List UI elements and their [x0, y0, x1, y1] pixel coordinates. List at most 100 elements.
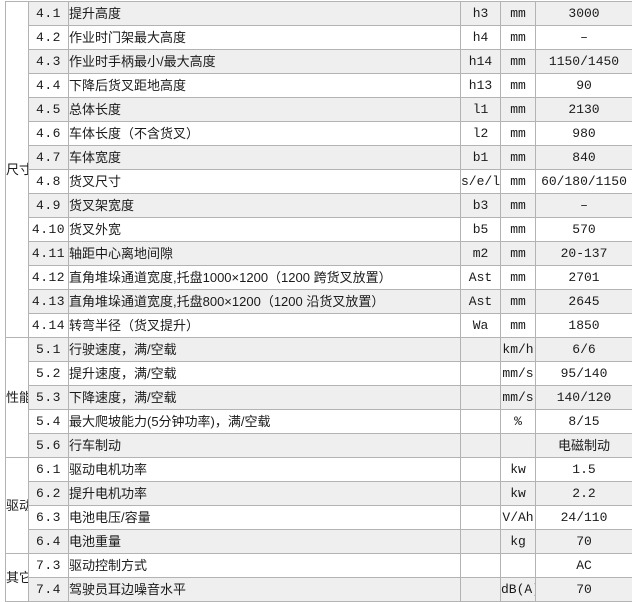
parameter-unit: mm: [500, 313, 536, 338]
row-index: 4.12: [28, 265, 69, 290]
row-index: 4.14: [28, 313, 69, 338]
parameter-name: 驾驶员耳边噪音水平: [68, 577, 461, 602]
parameter-unit: kw: [500, 457, 536, 482]
parameter-name: 电池电压/容量: [68, 505, 461, 530]
row-index: 5.3: [28, 385, 69, 410]
parameter-value: 20-137: [535, 241, 632, 266]
parameter-symbol: b5: [460, 217, 501, 242]
parameter-unit: mm: [500, 169, 536, 194]
parameter-value: 2645: [535, 289, 632, 314]
parameter-symbol: Ast: [460, 265, 501, 290]
parameter-name: 下降后货叉距地高度: [68, 73, 461, 98]
parameter-symbol: b1: [460, 145, 501, 170]
parameter-value: 1850: [535, 313, 632, 338]
parameter-unit: mm: [500, 193, 536, 218]
parameter-name: 驱动电机功率: [68, 457, 461, 482]
parameter-symbol: s/e/l1: [460, 169, 501, 194]
symbol-text: s/e/l1: [461, 174, 501, 189]
parameter-value: 3000: [535, 1, 632, 26]
parameter-value: 70: [535, 529, 632, 554]
parameter-value: 电磁制动: [535, 433, 632, 458]
parameter-symbol: h3: [460, 1, 501, 26]
parameter-name: 提升电机功率: [68, 481, 461, 506]
parameter-symbol: Ast: [460, 289, 501, 314]
parameter-value: 60/180/1150: [535, 169, 632, 194]
symbol-text: h4: [472, 30, 489, 45]
group-label: 驱动: [5, 457, 29, 554]
parameter-name: 最大爬坡能力(5分钟功率)，满/空载: [68, 409, 461, 434]
parameter-name: 车体长度（不含货叉）: [68, 121, 461, 146]
row-index: 5.4: [28, 409, 69, 434]
symbol-text: b1: [472, 150, 489, 165]
specification-table: 尺寸4.1提升高度h3mm30004.2作业时门架最大高度h4mm–4.3作业时…: [5, 1, 632, 602]
row-index: 6.4: [28, 529, 69, 554]
parameter-name: 提升速度，满/空载: [68, 361, 461, 386]
row-index: 7.3: [28, 553, 69, 578]
row-index: 4.13: [28, 289, 69, 314]
parameter-unit: mm: [500, 121, 536, 146]
parameter-symbol: [460, 457, 501, 482]
parameter-symbol: [460, 481, 501, 506]
group-label: 尺寸: [5, 1, 29, 338]
table-row: 4.11 轴距中心离地间隙 m2 mm 20-137: [6, 241, 632, 266]
row-index: 4.11: [28, 241, 69, 266]
row-index: 6.3: [28, 505, 69, 530]
row-index: 4.5: [28, 97, 69, 122]
parameter-value: 70: [535, 577, 632, 602]
parameter-name: 作业时手柄最小/最大高度: [68, 49, 461, 74]
symbol-text: Wa: [472, 318, 489, 333]
parameter-unit: mm: [500, 25, 536, 50]
row-index: 4.2: [28, 25, 69, 50]
parameter-symbol: b3: [460, 193, 501, 218]
row-index: 4.4: [28, 73, 69, 98]
parameter-value: 2.2: [535, 481, 632, 506]
table-row: 6.3 电池电压/容量 V/Ah 24/110: [6, 505, 632, 530]
row-index: 4.1: [28, 1, 69, 26]
parameter-unit: mm: [500, 241, 536, 266]
parameter-unit: mm: [500, 49, 536, 74]
table-row: 5.3 下降速度，满/空载 mm/s 140/120: [6, 385, 632, 410]
table-row: 4.14 转弯半径（货叉提升） Wa mm 1850: [6, 313, 632, 338]
parameter-symbol: [460, 553, 501, 578]
parameter-value: 1150/1450: [535, 49, 632, 74]
table-row: 4.4 下降后货叉距地高度 h13 mm 90: [6, 73, 632, 98]
parameter-unit: [500, 553, 536, 578]
row-index: 6.1: [28, 457, 69, 482]
group-label: 性能: [5, 337, 29, 458]
parameter-symbol: [460, 337, 501, 362]
symbol-text: l1: [472, 102, 489, 117]
parameter-unit: mm/s: [500, 361, 536, 386]
parameter-symbol: [460, 505, 501, 530]
row-index: 6.2: [28, 481, 69, 506]
table-row: 4.5 总体长度 l1 mm 2130: [6, 97, 632, 122]
table-row: 4.3 作业时手柄最小/最大高度 h14 mm 1150/1450: [6, 49, 632, 74]
parameter-name: 驱动控制方式: [68, 553, 461, 578]
parameter-name: 货叉外宽: [68, 217, 461, 242]
symbol-text: l2: [472, 126, 489, 141]
parameter-unit: mm: [500, 217, 536, 242]
parameter-value: 24/110: [535, 505, 632, 530]
parameter-symbol: [460, 409, 501, 434]
parameter-unit: km/h: [500, 337, 536, 362]
parameter-value: 2701: [535, 265, 632, 290]
table-row: 4.6 车体长度（不含货叉） l2 mm 980: [6, 121, 632, 146]
parameter-name: 作业时门架最大高度: [68, 25, 461, 50]
symbol-text: b5: [472, 222, 489, 237]
row-index: 5.1: [28, 337, 69, 362]
table-row: 5.6 行车制动 电磁制动: [6, 433, 632, 458]
parameter-value: 980: [535, 121, 632, 146]
parameter-value: 95/140: [535, 361, 632, 386]
parameter-name: 货叉架宽度: [68, 193, 461, 218]
table-row: 4.13 直角堆垛通道宽度,托盘800×1200（1200 沿货叉放置） Ast mm…: [6, 289, 632, 314]
parameter-symbol: [460, 433, 501, 458]
parameter-unit: mm: [500, 265, 536, 290]
parameter-value: AC: [535, 553, 632, 578]
parameter-symbol: [460, 361, 501, 386]
parameter-symbol: l1: [460, 97, 501, 122]
row-index: 4.9: [28, 193, 69, 218]
parameter-value: 2130: [535, 97, 632, 122]
parameter-value: 140/120: [535, 385, 632, 410]
parameter-name: 总体长度: [68, 97, 461, 122]
